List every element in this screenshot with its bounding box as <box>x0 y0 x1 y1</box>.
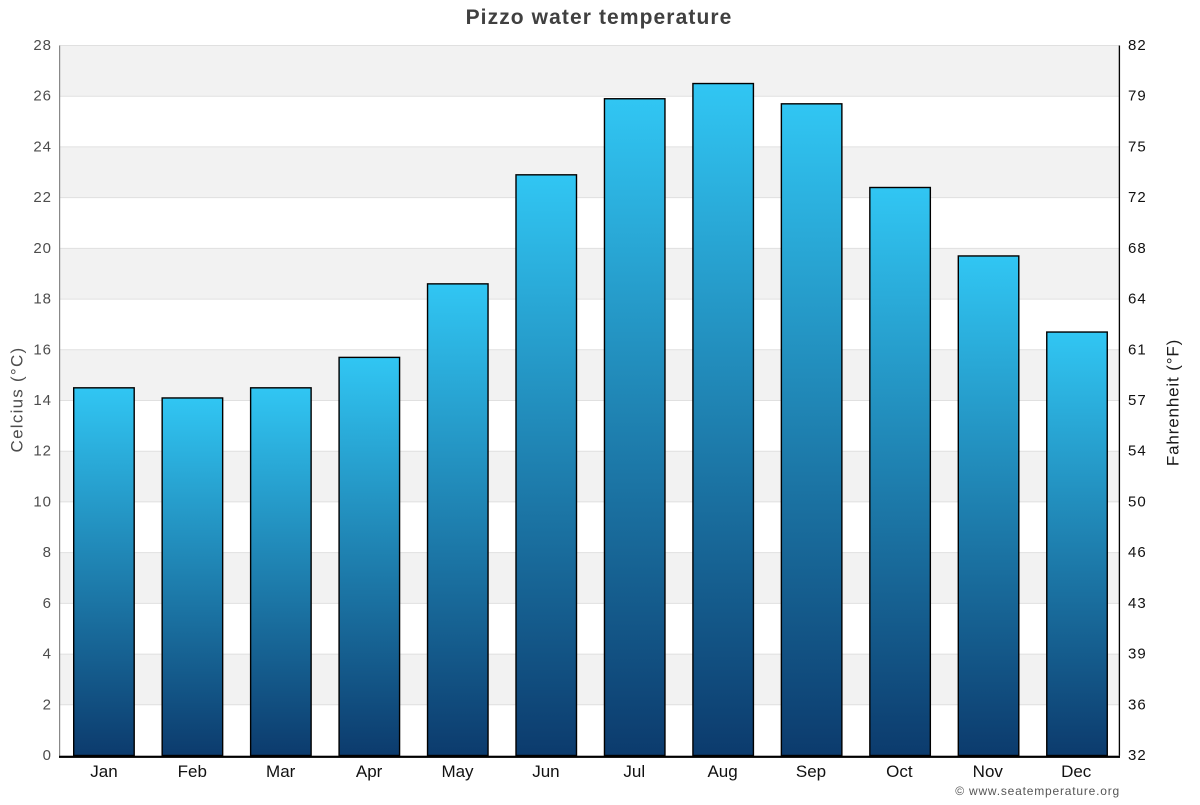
svg-text:14: 14 <box>33 392 52 409</box>
svg-text:4: 4 <box>43 646 52 663</box>
svg-text:Jun: Jun <box>532 762 559 781</box>
svg-text:Aug: Aug <box>707 762 737 781</box>
svg-text:72: 72 <box>1128 189 1147 206</box>
svg-text:May: May <box>441 762 474 781</box>
svg-text:79: 79 <box>1128 88 1147 105</box>
svg-text:Jul: Jul <box>623 762 645 781</box>
svg-text:Nov: Nov <box>973 762 1004 781</box>
svg-text:32: 32 <box>1128 747 1147 764</box>
svg-text:61: 61 <box>1128 341 1147 358</box>
svg-text:26: 26 <box>33 88 52 105</box>
svg-text:Feb: Feb <box>178 762 207 781</box>
svg-text:2: 2 <box>43 696 52 713</box>
svg-text:54: 54 <box>1128 443 1147 460</box>
svg-text:68: 68 <box>1128 240 1147 257</box>
svg-text:18: 18 <box>33 291 52 308</box>
svg-text:20: 20 <box>33 240 52 257</box>
svg-text:28: 28 <box>33 37 52 54</box>
svg-text:82: 82 <box>1128 37 1147 54</box>
svg-text:16: 16 <box>33 341 52 358</box>
svg-text:Mar: Mar <box>266 762 296 781</box>
svg-text:Dec: Dec <box>1061 762 1092 781</box>
svg-text:36: 36 <box>1128 696 1147 713</box>
svg-text:0: 0 <box>43 747 52 764</box>
svg-text:Sep: Sep <box>796 762 826 781</box>
svg-text:© www.seatemperature.org: © www.seatemperature.org <box>955 784 1120 798</box>
svg-text:10: 10 <box>33 493 52 510</box>
svg-text:24: 24 <box>33 138 52 155</box>
svg-text:64: 64 <box>1128 291 1147 308</box>
svg-text:Fahrenheit (°F): Fahrenheit (°F) <box>1164 339 1183 466</box>
svg-text:75: 75 <box>1128 138 1147 155</box>
svg-text:22: 22 <box>33 189 52 206</box>
svg-text:6: 6 <box>43 595 52 612</box>
svg-text:50: 50 <box>1128 493 1147 510</box>
svg-text:39: 39 <box>1128 646 1147 663</box>
svg-text:Pizzo water temperature: Pizzo water temperature <box>466 6 733 29</box>
svg-text:8: 8 <box>43 544 52 561</box>
svg-text:Celcius (°C): Celcius (°C) <box>8 347 27 453</box>
svg-text:43: 43 <box>1128 595 1147 612</box>
svg-text:Jan: Jan <box>90 762 117 781</box>
svg-text:Oct: Oct <box>886 762 913 781</box>
svg-text:Apr: Apr <box>356 762 383 781</box>
svg-text:46: 46 <box>1128 544 1147 561</box>
svg-text:12: 12 <box>33 443 52 460</box>
svg-text:57: 57 <box>1128 392 1147 409</box>
